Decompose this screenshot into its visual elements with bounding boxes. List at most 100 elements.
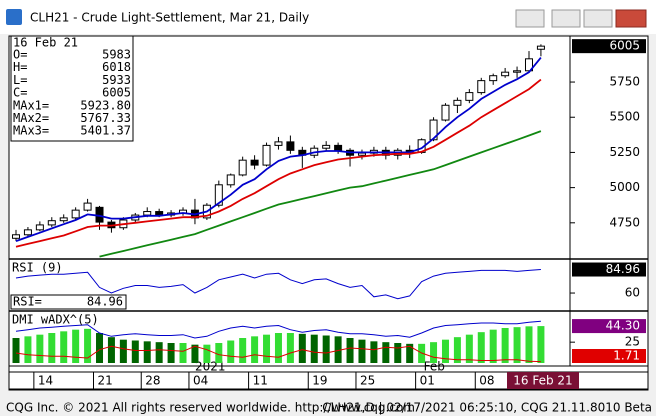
value-box-label: 1.71 — [613, 349, 640, 363]
adx-bar — [251, 336, 259, 363]
adx-bar — [513, 327, 521, 363]
moving-average — [15, 78, 542, 248]
candle-body — [453, 99, 462, 106]
adx-bar — [131, 340, 139, 363]
value-box — [572, 319, 646, 334]
y-tick-label: 60 — [625, 286, 640, 300]
info-label: O= — [13, 48, 27, 62]
x-tick-label: 08 — [479, 374, 494, 388]
x-tick-label: 01 — [420, 374, 435, 388]
candle-body — [429, 119, 438, 141]
adx-bar — [227, 340, 235, 363]
adx-bar — [203, 344, 211, 363]
adx-bar — [489, 329, 497, 363]
adx-bar — [24, 336, 32, 363]
value-box-label: 84.96 — [606, 262, 640, 276]
moving-average — [99, 130, 542, 258]
candle-body — [477, 80, 486, 94]
month-label: Feb — [424, 360, 445, 374]
rsi-line — [15, 269, 541, 300]
info-label: MAx3= — [13, 124, 49, 138]
value-box — [572, 349, 646, 363]
app-icon — [6, 9, 22, 25]
x-tick-label: 19 — [312, 374, 327, 388]
x-tick-label: 14 — [38, 374, 53, 388]
status-bar — [0, 398, 656, 416]
adx-bar — [119, 339, 127, 363]
value-box-label: 44.30 — [606, 319, 640, 333]
status-right: CLH21,D | 02/17/2021 06:25:10, CQG 21.11… — [322, 401, 652, 415]
moving-average — [15, 57, 542, 242]
info-value: 5923.80 — [80, 98, 131, 112]
adx-bar — [477, 332, 485, 363]
adx-bar — [36, 334, 44, 363]
adx-bar — [430, 342, 438, 363]
minimize-button[interactable] — [551, 9, 581, 28]
adx-bar — [72, 329, 80, 363]
di-line — [15, 320, 541, 339]
adx-bar — [107, 337, 115, 363]
rsi-readout-value: 84.96 — [87, 295, 123, 309]
info-label: MAx1= — [13, 98, 49, 112]
adx-bar — [48, 333, 56, 363]
adx-bar — [382, 342, 390, 363]
info-label: H= — [13, 60, 27, 74]
cursor-box — [507, 372, 579, 389]
candle-body — [83, 202, 92, 211]
di-line — [15, 345, 541, 363]
rsi-readout — [10, 294, 127, 310]
y-tick-label: 5250 — [609, 145, 640, 159]
candle-body — [536, 45, 545, 50]
y-tick-label: 25 — [625, 335, 640, 349]
adx-bar — [263, 334, 271, 363]
adx-bar — [346, 338, 354, 363]
title-bar — [0, 0, 656, 34]
close-button[interactable] — [615, 9, 647, 28]
info-label: MAx2= — [13, 111, 49, 125]
y-tick-label: 5750 — [609, 75, 640, 89]
x-tick-label: 04 — [193, 374, 208, 388]
adx-bar — [179, 343, 187, 363]
adx-bar — [215, 343, 223, 363]
link-button[interactable] — [515, 9, 545, 28]
candle-body — [12, 234, 20, 239]
y-tick-label: 5000 — [609, 180, 640, 194]
candle-body — [524, 58, 533, 72]
value-box-label: 6005 — [609, 39, 640, 53]
value-box — [572, 39, 646, 54]
pane-title: DMI wADX^(5) — [12, 313, 99, 327]
plot: 4750 5000 5250 5500 5750 6005 14 21 28 04 11 19 25 01… — [10, 39, 646, 389]
adx-bar — [191, 344, 199, 363]
info-label: C= — [13, 86, 27, 100]
candle-body — [501, 71, 510, 77]
time-axis — [8, 371, 649, 390]
adx-bar — [525, 326, 533, 363]
candle-body — [23, 229, 32, 236]
candle-body — [513, 70, 522, 73]
adx-bar — [441, 339, 449, 363]
candle-body — [357, 152, 366, 156]
candle-body — [465, 92, 474, 101]
candle-body — [441, 104, 450, 121]
candle-body — [274, 141, 283, 146]
candle-body — [322, 144, 331, 149]
info-box — [10, 35, 134, 142]
info-value: 6005 — [102, 86, 131, 100]
candle-body — [238, 159, 247, 176]
candle-body — [71, 209, 80, 219]
adx-bar — [370, 341, 378, 363]
info-value: 5933 — [102, 73, 131, 87]
y-tick-label: 4750 — [609, 215, 640, 229]
candle-body — [35, 224, 44, 231]
adx-bar — [84, 328, 92, 363]
adx-bar — [465, 334, 473, 363]
adx-bar — [394, 343, 402, 363]
candle-body — [143, 211, 152, 216]
info-date: 16 Feb 21 — [13, 36, 78, 50]
maximize-button[interactable] — [583, 9, 613, 28]
y-tick-label: 5500 — [609, 110, 640, 124]
candle-body — [250, 159, 259, 166]
info-value: 5767.33 — [80, 111, 131, 125]
adx-bar — [155, 342, 163, 363]
